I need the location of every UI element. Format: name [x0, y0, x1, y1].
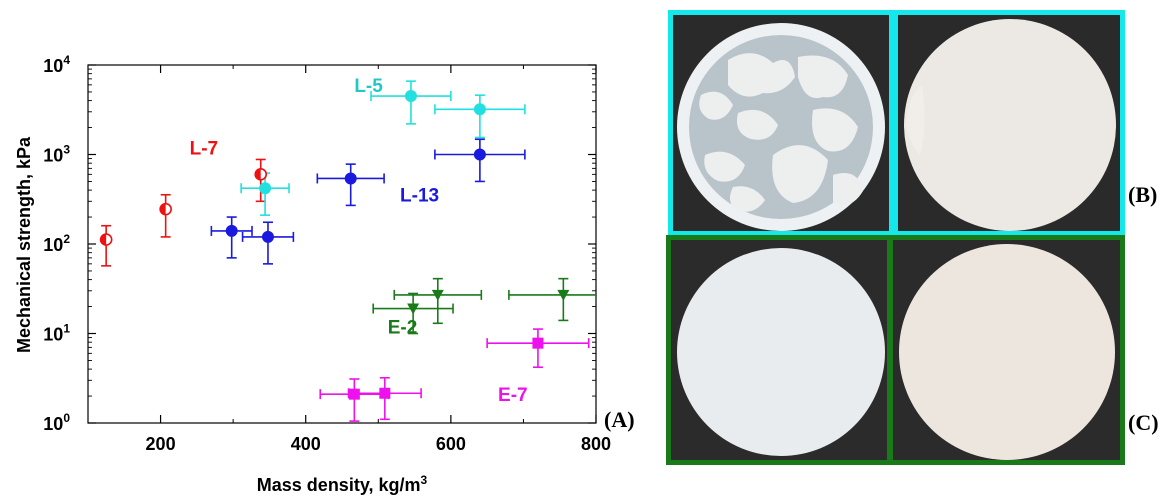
x-tick-label: 800	[581, 434, 611, 454]
x-axis-title: Mass density, kg/m3	[257, 473, 428, 495]
axis-ticks: 200 400 600 800 100 101 102 103 104	[43, 53, 611, 454]
data-point	[261, 230, 274, 243]
photo-c-right	[888, 235, 1125, 465]
data-point	[473, 148, 486, 161]
series-label: E-2	[388, 318, 418, 339]
data-point	[225, 224, 238, 237]
series-label: L-5	[354, 76, 383, 97]
series-label: E-7	[498, 385, 528, 406]
photo-b-right	[893, 10, 1125, 236]
data-point	[259, 182, 272, 195]
y-tick-label: 101	[43, 322, 70, 345]
y-tick-label: 103	[43, 143, 70, 166]
panel-label-b: (B)	[1128, 182, 1158, 207]
x-tick-label: 200	[146, 434, 176, 454]
x-tick-label: 600	[436, 434, 466, 454]
data-point	[379, 387, 391, 399]
photo-c-left	[666, 235, 892, 465]
data-point-fill	[100, 234, 107, 246]
y-axis-title: Mechanical strength, kPa	[14, 136, 34, 353]
data-point	[557, 289, 570, 301]
data-point	[404, 90, 417, 103]
data-point	[254, 168, 268, 181]
data-point	[431, 289, 444, 301]
data-point	[344, 172, 357, 185]
series-label: L-7	[190, 139, 219, 160]
error-bars	[101, 80, 596, 422]
y-tick-label: 102	[43, 232, 70, 255]
y-tick-label: 104	[43, 53, 70, 76]
photo-b-left	[668, 10, 894, 236]
panel-label-a: (A)	[604, 407, 635, 432]
data-point	[473, 103, 486, 116]
photo-c-left-image	[671, 240, 887, 460]
photo-c-right-image	[893, 240, 1120, 460]
data-point	[159, 202, 172, 216]
scatter-chart: 200 400 600 800 100 101 102 103 104 L-7 L-5 L-13 E-…	[14, 53, 635, 495]
series-annotations: L-7 L-5 L-13 E-2 E-7	[190, 76, 528, 406]
data-point	[407, 303, 420, 315]
data-point-fill	[160, 203, 166, 215]
plot-frame	[87, 64, 597, 424]
data-point-fill	[255, 168, 261, 180]
y-tick-label: 100	[43, 411, 70, 434]
data-point	[99, 233, 113, 246]
series-label: L-13	[400, 185, 439, 206]
panel-label-c: (C)	[1128, 410, 1159, 435]
x-tick-label: 400	[291, 434, 321, 454]
data-point	[532, 337, 544, 349]
photo-b-right-image	[898, 15, 1120, 231]
data-point	[348, 388, 360, 400]
data-markers	[99, 90, 570, 400]
photo-b-left-image	[673, 15, 889, 231]
